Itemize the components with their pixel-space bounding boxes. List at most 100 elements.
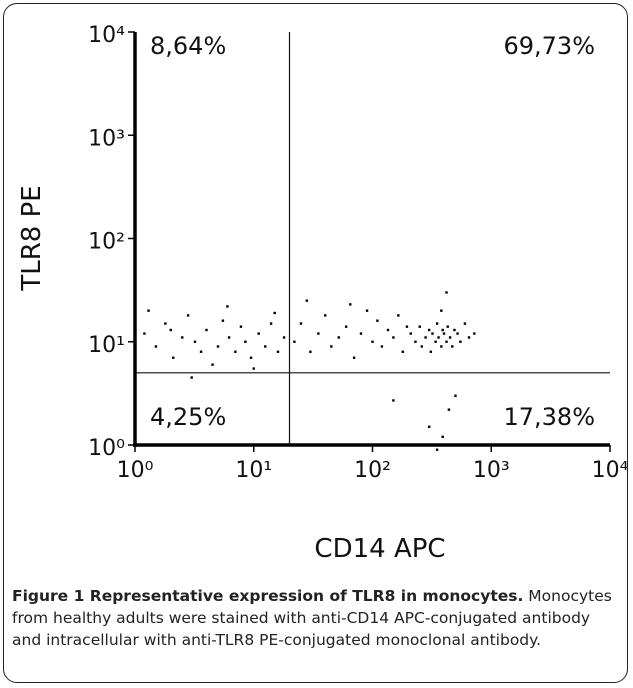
point [386,328,390,332]
caption-title: Figure 1 Representative expression of TL… [12,587,524,605]
point [143,332,146,335]
point [467,336,471,339]
point [380,345,384,348]
caption: Figure 1 Representative expression of TL… [12,585,624,651]
point [164,322,167,325]
chart: CD14 APC TLR8 PE 10⁰ 10¹ 10² 10³ 10⁴ 10⁰ 10¹ 10… [17,23,629,564]
point [249,356,253,359]
point [269,322,273,325]
point [309,350,312,353]
point [317,332,320,335]
point [349,303,352,306]
point [172,356,175,359]
point [420,345,423,348]
point [211,363,214,366]
point [371,340,374,343]
point [293,340,296,343]
point [473,332,476,335]
y-tick-label: 10³ [88,126,125,151]
point [459,340,462,343]
point [440,345,443,348]
point [376,319,379,322]
point [453,328,456,332]
point [239,325,243,328]
y-tick-label: 10⁴ [88,23,125,48]
point [359,332,363,335]
point [435,448,439,451]
quadrant-label: 17,38% [503,403,595,431]
point [440,309,443,312]
point [365,309,369,312]
x-tick-label: 10² [354,458,391,483]
point [434,340,437,343]
point [447,408,451,411]
point [257,332,260,335]
point [227,336,231,339]
point [252,367,255,370]
point [169,328,172,332]
point [221,319,225,322]
point [154,345,158,348]
point [344,325,348,328]
point [181,336,184,339]
point [193,340,197,343]
point [401,350,405,353]
point [299,322,303,325]
point [199,350,203,353]
x-axis-label: CD14 APC [314,534,445,564]
point [437,336,440,339]
point [446,325,449,328]
point [445,340,448,343]
point [418,325,421,328]
point [324,314,327,317]
point [441,328,444,332]
point [186,314,190,317]
point [414,340,417,343]
quadrant-label: 4,25% [150,403,226,431]
x-tick-label: 10³ [473,458,510,483]
point [397,314,400,317]
point [244,340,247,343]
point [282,336,286,339]
point [442,332,446,335]
point [441,435,444,439]
quadrant-label: 69,73% [503,32,595,60]
point [392,399,395,402]
point [454,394,457,397]
point [427,328,431,332]
point [352,356,356,359]
x-tick-label: 10¹ [235,458,272,483]
point [427,425,431,429]
point [337,336,340,339]
point [435,322,439,325]
point [429,350,433,353]
x-tick-label: 10⁴ [592,458,629,483]
point [264,345,267,348]
point [190,376,193,379]
point [405,325,409,328]
point [392,336,395,339]
quadrant-label: 8,64% [150,32,226,60]
point [147,309,150,312]
point [276,350,280,353]
point [226,305,229,308]
caption-text: Monocytes from healthy adults were stain… [12,587,612,649]
point [409,332,412,335]
x-tick-label: 10⁰ [117,458,154,483]
y-tick-label: 10² [88,230,125,255]
y-tick-label: 10⁰ [88,436,125,461]
point [424,336,427,339]
point [305,299,309,302]
point [330,345,333,348]
point [431,332,434,335]
point [216,345,220,348]
y-tick-label: 10¹ [88,333,125,358]
point [463,322,467,325]
point [456,332,459,335]
point [445,291,448,294]
point [273,311,276,315]
point [205,328,208,332]
point [448,336,452,339]
y-axis-label: TLR8 PE [17,185,47,291]
